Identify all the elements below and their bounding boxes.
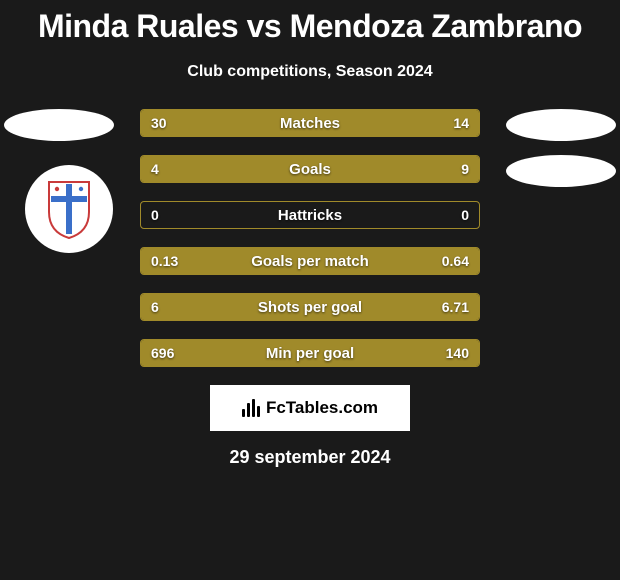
comparison-content: Matches30 14 Goals4 9 Hattricks0 0 Goals per m… [0,109,620,367]
stat-label: Shots per goal [141,294,479,320]
logo-text: FcTables.com [266,398,378,418]
stat-value-right: 9 [461,156,469,182]
stat-label: Min per goal [141,340,479,366]
stat-value-left: 0.13 [151,248,178,274]
stat-value-left: 0 [151,202,159,228]
stat-row: Min per goal696 140 [140,339,480,367]
stat-label: Goals per match [141,248,479,274]
subtitle: Club competitions, Season 2024 [0,63,620,81]
stat-value-left: 30 [151,110,167,136]
stat-row: Hattricks0 0 [140,201,480,229]
stat-label: Hattricks [141,202,479,228]
stat-label: Matches [141,110,479,136]
stat-value-left: 6 [151,294,159,320]
stat-row: Goals per match0.13 0.64 [140,247,480,275]
stat-row: Matches30 14 [140,109,480,137]
date-label: 29 september 2024 [0,447,620,468]
stat-value-right: 14 [453,110,469,136]
stat-value-right: 140 [446,340,469,366]
player-badge-right-1 [506,109,616,141]
stat-label: Goals [141,156,479,182]
club-badge-left [25,165,113,253]
stat-value-left: 696 [151,340,174,366]
bars-icon [242,399,260,417]
player-badge-left [4,109,114,141]
stat-row: Shots per goal6 6.71 [140,293,480,321]
stat-value-left: 4 [151,156,159,182]
stat-value-right: 0.64 [442,248,469,274]
player-badge-right-2 [506,155,616,187]
stats-bars: Matches30 14 Goals4 9 Hattricks0 0 Goals per m… [140,109,480,367]
page-title: Minda Ruales vs Mendoza Zambrano [0,0,620,45]
shield-icon [45,178,93,240]
fctables-logo: FcTables.com [210,385,410,431]
stat-row: Goals4 9 [140,155,480,183]
stat-value-right: 0 [461,202,469,228]
stat-value-right: 6.71 [442,294,469,320]
